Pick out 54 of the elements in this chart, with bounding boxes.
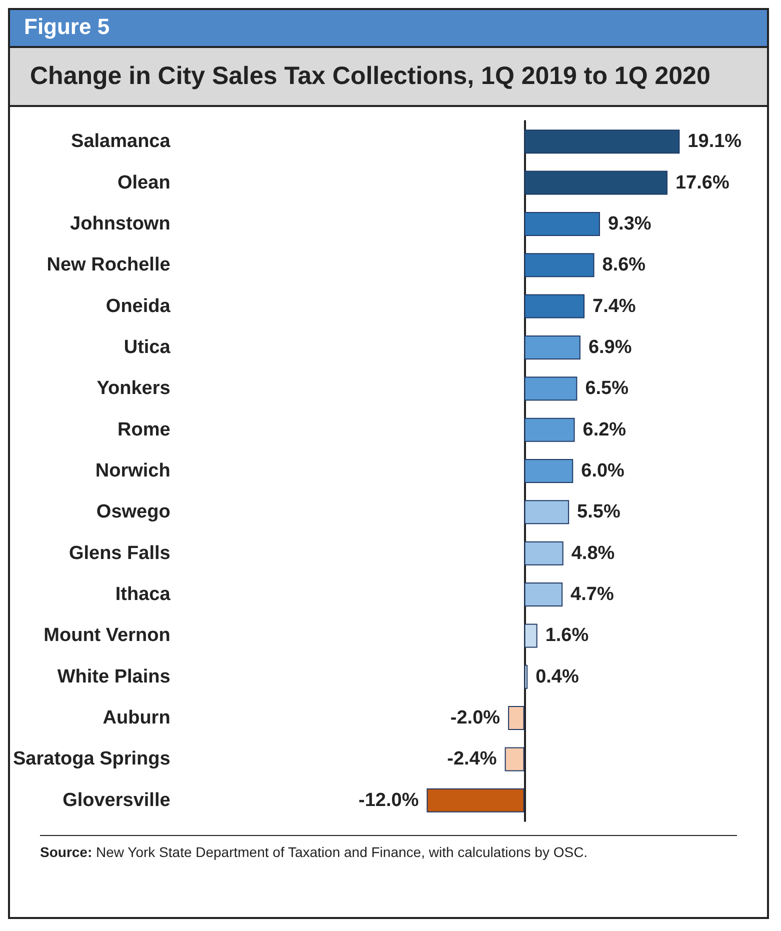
data-label: 0.4% (536, 666, 579, 688)
y-tick-label: Rome (118, 419, 170, 440)
y-tick-label: Utica (124, 336, 171, 358)
bar (524, 294, 585, 318)
y-tick-label: Glens Falls (68, 542, 170, 564)
y-tick-label: Ithaca (115, 584, 171, 606)
bar (524, 624, 538, 648)
bar (524, 335, 580, 360)
data-label: -12.0% (358, 790, 419, 811)
bar (524, 253, 594, 278)
bar (426, 788, 524, 812)
data-label: 6.0% (581, 460, 625, 482)
y-tick-label: Norwich (95, 460, 170, 482)
bar (508, 706, 524, 730)
data-label: 1.6% (545, 625, 589, 646)
data-label: 6.5% (585, 378, 629, 400)
data-label: 9.3% (608, 213, 652, 234)
y-tick-label: Oswego (96, 502, 170, 523)
y-tick-label: White Plains (57, 666, 170, 688)
y-tick-label: Olean (118, 172, 170, 194)
bar (524, 418, 575, 442)
data-label: 19.1% (688, 131, 742, 152)
bar (524, 541, 564, 566)
bar (504, 747, 524, 772)
source-note: Source: New York State Department of Taxation and Finance, with calculations by OSC. (40, 835, 737, 860)
bar (524, 212, 600, 236)
data-label: -2.4% (447, 748, 497, 770)
y-tick-label: Mount Vernon (44, 625, 170, 646)
data-label: 8.6% (602, 254, 646, 276)
data-label: 6.2% (582, 419, 626, 440)
data-label: 6.9% (588, 336, 632, 358)
y-tick-label: Auburn (102, 708, 170, 729)
caption: Figure 5 (10, 10, 767, 46)
y-tick-label: Gloversville (62, 790, 170, 811)
bar (524, 582, 563, 607)
data-label: -2.0% (450, 708, 500, 729)
data-label: 17.6% (675, 172, 730, 194)
data-label: 4.8% (571, 542, 615, 564)
chart-title: Change in City Sales Tax Collections, 1Q 2019 to 1Q 2020 (10, 46, 767, 107)
bar (524, 130, 680, 154)
y-tick-label: Saratoga Springs (12, 748, 170, 770)
data-label: 7.4% (592, 296, 636, 317)
y-tick-label: Salamanca (71, 131, 171, 152)
data-label: 5.5% (577, 502, 620, 523)
y-tick-label: Yonkers (96, 378, 170, 400)
bar (524, 459, 574, 483)
bar (524, 376, 578, 401)
y-tick-label: Johnstown (70, 213, 170, 234)
y-tick-label: Oneida (106, 296, 171, 317)
bar (524, 500, 570, 524)
bar (524, 170, 668, 195)
bar (524, 664, 528, 689)
data-label: 4.7% (570, 584, 614, 606)
y-tick-label: New Rochelle (46, 254, 170, 276)
